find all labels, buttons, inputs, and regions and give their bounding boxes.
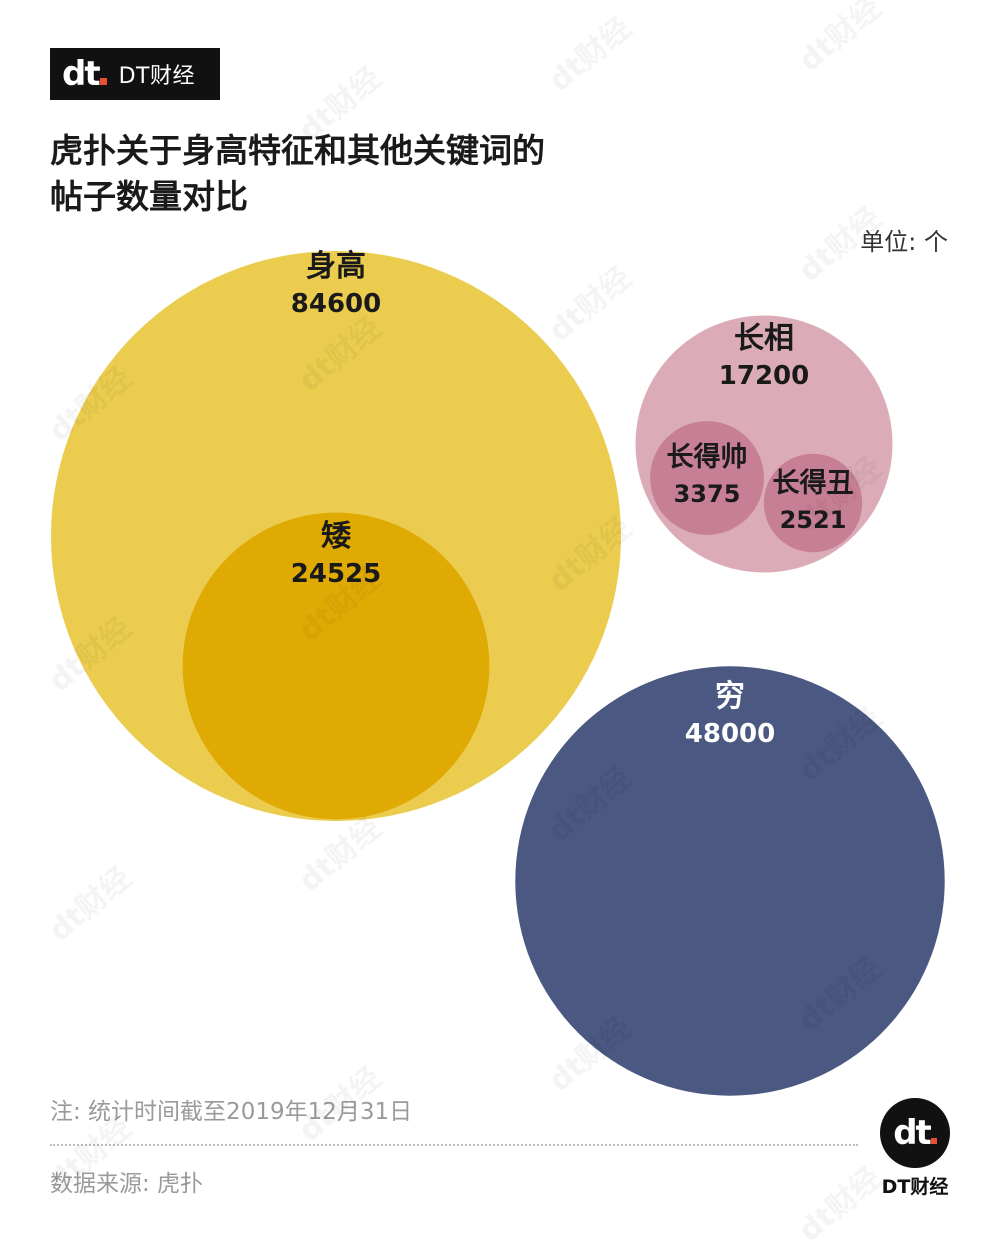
chart-title: 虎扑关于身高特征和其他关键词的 帖子数量对比 — [50, 131, 545, 216]
bubble-label-name: 矮 — [321, 519, 351, 554]
footnote: 注: 统计时间截至2019年12月31日 — [50, 1099, 413, 1125]
bubble-label-value: 24525 — [291, 559, 381, 589]
bubble-label-name: 穷 — [715, 679, 745, 714]
dt-logo-mark: dt — [62, 57, 107, 91]
bubble-label-name: 长相 — [734, 321, 794, 356]
brand-name: DT财经 — [118, 64, 195, 89]
bubble-label-value: 84600 — [291, 289, 381, 319]
bubble-label-value: 17200 — [719, 361, 809, 391]
bubble-1 — [182, 512, 490, 820]
bubble-label-name: 身高 — [306, 249, 366, 284]
bubble-label-value: 2521 — [780, 506, 847, 534]
dt-badge-icon: dt — [880, 1098, 950, 1168]
bubble-chart: 身高 84600 矮 24525 长相 17200 长得帅 3375 长得丑 2521 穷 48000 — [51, 249, 945, 1096]
bubble-label-name: 长得帅 — [667, 442, 748, 473]
bubble-label-name: 长得丑 — [773, 468, 854, 499]
badge-brand-name: DT财经 — [881, 1176, 949, 1198]
bubble-3 — [650, 421, 764, 535]
brand-logo: dt DT财经 — [50, 48, 220, 100]
bubble-4 — [763, 453, 863, 553]
unit-label: 单位: 个 — [860, 228, 948, 256]
data-source: 数据来源: 虎扑 — [50, 1171, 204, 1197]
footer-divider — [50, 1144, 858, 1146]
bubble-label-value: 3375 — [674, 480, 741, 508]
bubble-label-value: 48000 — [685, 719, 775, 749]
bubble-5 — [515, 666, 945, 1096]
